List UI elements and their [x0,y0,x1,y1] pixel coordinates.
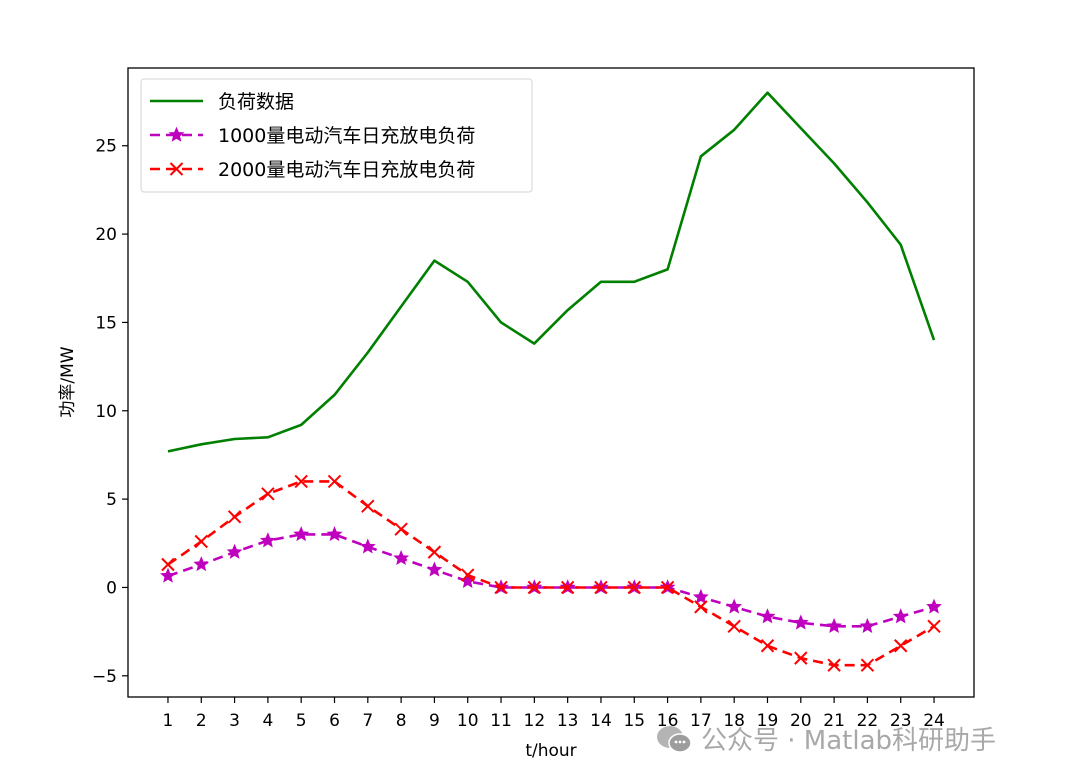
x-axis-title: t/hour [525,741,576,761]
x-tick-label: 1 [163,711,174,731]
x-marker [594,580,608,595]
star-marker [293,526,310,542]
y-tick-label: 15 [95,313,117,333]
x-tick-label: 14 [590,711,612,731]
x-marker [427,545,442,559]
x-tick-label: 2 [196,711,207,731]
x-marker [894,639,908,653]
star-marker [359,538,376,554]
star-marker [160,567,176,583]
star-marker [393,549,410,566]
star-marker [193,556,210,572]
x-tick-label: 12 [524,711,546,731]
star-marker [859,617,876,634]
x-tick-label: 24 [923,711,945,731]
series-2 [160,526,942,634]
wechat-icon [657,725,692,753]
x-marker [927,619,941,634]
legend-label: 1000量电动汽车日充放电负荷 [218,125,475,147]
x-tick-label: 19 [757,711,779,731]
x-tick-label: 18 [723,711,745,731]
star-marker [792,614,809,630]
star-marker [826,617,843,634]
y-axis-ticks: −5 0 5 10 15 20 25 [92,137,128,687]
x-marker [394,522,408,536]
series-line [167,91,936,453]
star-marker [692,588,709,604]
x-marker [494,580,508,595]
legend: 负荷数据 1000量电动汽车日充放电负荷 2000量电动汽车日充放电负荷 [140,78,533,193]
x-axis-ticks: 1 2 3 4 5 6 7 8 9 10 11 12 13 14 15 16 17 18 19 20 21 22 23 24 [163,697,945,731]
plot-series [160,91,942,672]
star-marker [326,526,343,542]
watermark-text: 公众号 · Matlab科研助手 [701,726,997,756]
star-marker [168,126,185,142]
x-marker [827,658,841,672]
x-marker [660,580,675,595]
x-tick-label: 6 [329,711,340,731]
x-marker [361,499,375,513]
x-tick-label: 15 [623,711,645,731]
x-tick-label: 17 [690,711,712,731]
x-marker [627,580,641,595]
x-marker [327,474,342,489]
legend-box [140,78,533,193]
x-tick-label: 7 [362,711,373,731]
y-tick-label: 25 [95,137,117,157]
legend-entry-1: 负荷数据 [150,91,294,113]
x-tick-label: 5 [296,711,307,731]
x-marker [461,568,475,582]
x-marker [294,474,308,489]
x-marker [760,639,775,653]
star-marker [759,608,776,624]
star-marker [926,598,942,614]
legend-entry-3: 2000量电动汽车日充放电负荷 [150,159,475,181]
x-marker [194,534,208,549]
x-tick-label: 21 [823,711,845,731]
y-tick-label: 5 [106,490,117,510]
star-marker [426,561,443,577]
y-tick-label: 10 [95,402,117,422]
x-tick-label: 20 [790,711,812,731]
star-marker [259,532,276,548]
x-tick-label: 11 [490,711,512,731]
series-3 [161,474,941,672]
x-tick-label: 13 [557,711,579,731]
x-tick-label: 8 [396,711,407,731]
star-marker [226,543,243,559]
x-tick-label: 3 [229,711,240,731]
x-tick-label: 22 [857,711,879,731]
x-tick-label: 9 [429,711,440,731]
y-tick-label: 0 [106,578,117,598]
x-marker [794,651,808,665]
x-tick-label: 10 [457,711,479,731]
legend-entry-2: 1000量电动汽车日充放电负荷 [150,125,475,147]
x-marker [227,510,242,524]
watermark: 公众号 · Matlab科研助手 [655,720,996,757]
y-axis-title: 功率/MW [58,346,78,417]
x-marker [860,658,875,672]
star-marker [726,598,743,614]
star-marker [892,608,909,624]
x-marker [727,619,741,634]
plot-area-frame [127,67,975,698]
series-line [167,480,935,667]
series-line [167,533,935,628]
y-tick-label: −5 [92,667,117,687]
x-tick-label: 23 [890,711,912,731]
x-marker [161,557,175,572]
legend-label: 负荷数据 [218,91,294,113]
y-tick-label: 20 [95,225,117,245]
x-marker [560,580,575,595]
x-marker [169,162,184,176]
x-marker [694,600,708,614]
x-marker [261,487,275,501]
x-marker [527,580,542,595]
x-tick-label: 4 [262,711,273,731]
series-1 [167,91,936,453]
legend-label: 2000量电动汽车日充放电负荷 [218,159,475,181]
